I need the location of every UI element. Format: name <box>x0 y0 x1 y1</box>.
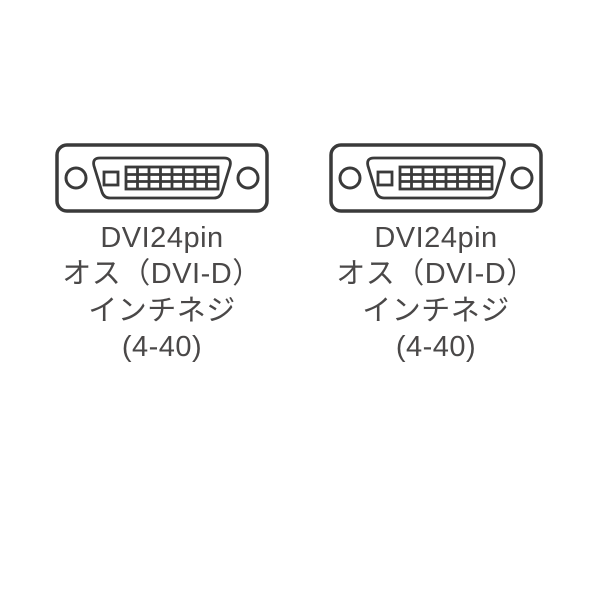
label-line: DVI24pin <box>54 220 270 256</box>
dvi-connector-icon <box>54 142 270 214</box>
label-line: (4-40) <box>54 329 270 365</box>
label-line: DVI24pin <box>328 220 544 256</box>
label-line: インチネジ <box>54 293 270 329</box>
connector-right-labels: DVI24pinオス（DVI-D）インチネジ(4-40) <box>328 220 544 365</box>
label-line: (4-40) <box>328 329 544 365</box>
connector-left: DVI24pinオス（DVI-D）インチネジ(4-40) <box>54 142 270 365</box>
connector-right: DVI24pinオス（DVI-D）インチネジ(4-40) <box>328 142 544 365</box>
connector-left-labels: DVI24pinオス（DVI-D）インチネジ(4-40) <box>54 220 270 365</box>
label-line: インチネジ <box>328 293 544 329</box>
diagram-canvas: DVI24pinオス（DVI-D）インチネジ(4-40)DVI24pinオス（D… <box>0 0 600 600</box>
label-line: オス（DVI-D） <box>328 256 544 292</box>
dvi-connector-icon <box>328 142 544 214</box>
label-line: オス（DVI-D） <box>54 256 270 292</box>
